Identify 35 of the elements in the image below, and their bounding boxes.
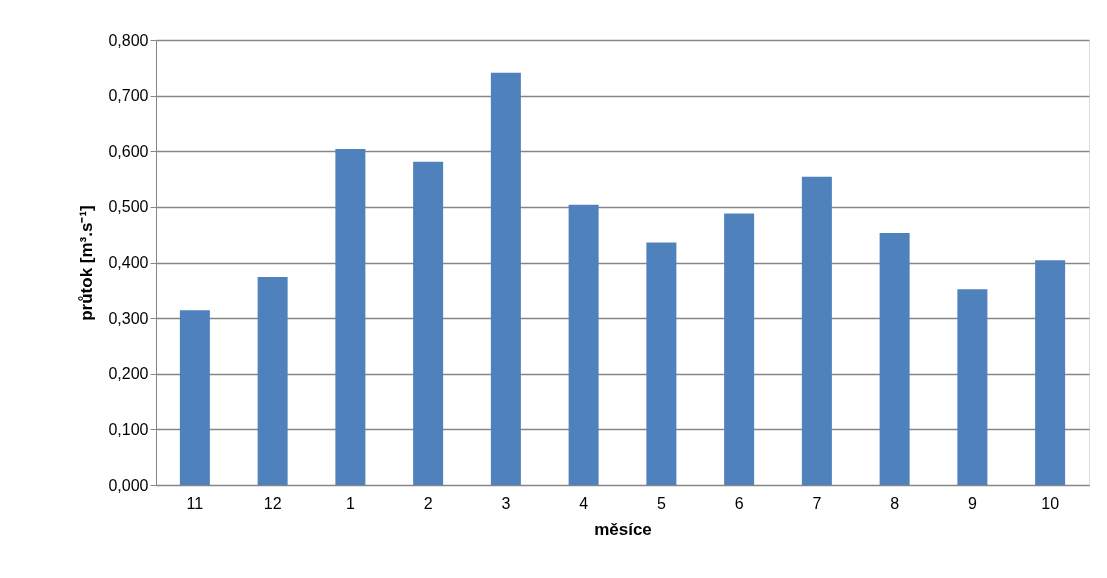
x-tick-label: 8: [890, 494, 900, 512]
y-tick-label: 0,300: [108, 309, 149, 327]
bar: [801, 176, 832, 485]
x-tick-label: 10: [1041, 494, 1060, 512]
bar: [490, 72, 521, 485]
bar: [724, 213, 755, 485]
x-tick-label: 11: [186, 494, 204, 512]
y-tick-label: 0,000: [108, 476, 149, 494]
x-axis-title: měsíce: [594, 519, 652, 539]
x-tick-label: 6: [734, 494, 744, 512]
bar: [179, 310, 210, 485]
bar: [413, 161, 444, 485]
x-tick-label: 1: [345, 494, 355, 512]
bar: [646, 242, 677, 485]
bar: [957, 289, 988, 485]
y-tick-label: 0,600: [108, 142, 149, 160]
y-tick-label: 0,200: [108, 365, 149, 383]
x-tick-label: 9: [967, 494, 977, 512]
x-tick-label: 5: [656, 494, 666, 512]
y-tick-label: 0,700: [108, 87, 149, 105]
bar: [879, 233, 910, 485]
x-tick-label: 3: [501, 494, 511, 512]
bar: [335, 149, 366, 485]
x-tick-label: 7: [812, 494, 822, 512]
y-tick-label: 0,400: [108, 254, 149, 271]
x-tick-label: 12: [263, 494, 282, 512]
bar: [568, 204, 599, 485]
y-tick-label: 0,500: [108, 198, 149, 216]
y-tick-label: 0,100: [108, 420, 149, 438]
y-tick-label: 0,800: [108, 31, 149, 49]
bar: [257, 276, 288, 485]
bar: [1035, 260, 1066, 485]
y-axis-title: průtok [m³.s⁻¹]: [77, 205, 97, 321]
x-tick-label: 4: [579, 494, 589, 512]
x-tick-label: 2: [423, 494, 433, 512]
